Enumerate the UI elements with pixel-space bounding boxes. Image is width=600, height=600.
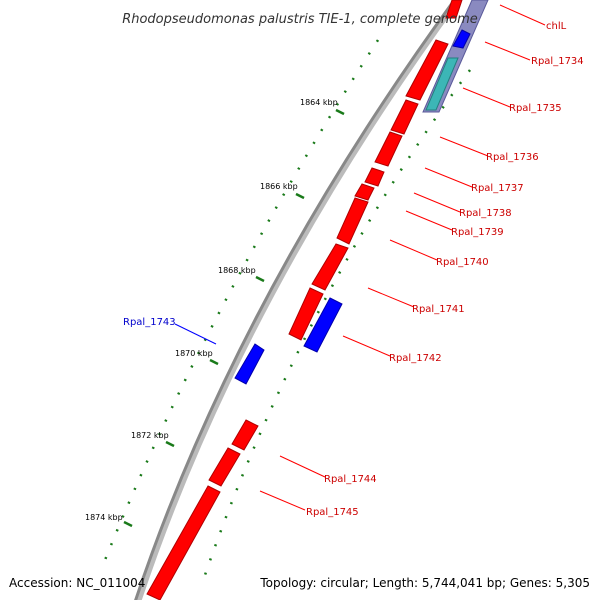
gene-arrow-chl-l — [445, 0, 463, 19]
topology-text: Topology: circular; Length: 5,744,041 bp… — [259, 576, 590, 590]
gene-arrow-rpal-1742 — [303, 297, 343, 353]
gene-arrow-rpal-1737 — [374, 131, 403, 167]
gene-label-rpal-1745: Rpal_1745 — [306, 507, 359, 518]
gene-arrow-rpal-1738 — [364, 167, 385, 187]
tick-mark-1868 — [255, 275, 265, 283]
gene-label-rpal-1738: Rpal_1738 — [459, 208, 512, 219]
gene-label-rpal-1739: Rpal_1739 — [451, 227, 504, 238]
tick-label-1866: 1866 kbp — [260, 182, 298, 191]
tick-label-1874: 1874 kbp — [85, 513, 123, 522]
gene-label-rpal-1741: Rpal_1741 — [412, 304, 465, 315]
outer-dotted-guide — [103, 39, 380, 561]
forward-gene-arrows — [146, 0, 463, 600]
gene-arrow-rpal-1743 — [234, 343, 265, 385]
tick-mark-1866 — [295, 192, 305, 200]
gene-arrow-rpal-1744-upper — [231, 419, 259, 451]
leader-rpal-1737 — [424, 167, 473, 188]
gene-arrow-rpal-1744 — [208, 447, 241, 487]
leader-rpal-1740 — [389, 239, 438, 261]
gene-arrow-rpal-1735 — [405, 39, 449, 101]
gene-label-chl-l: chlL — [546, 21, 567, 32]
tick-mark-1874 — [123, 520, 133, 528]
leader-rpal-1736 — [439, 136, 489, 157]
leader-rpal-1741 — [367, 287, 415, 308]
leader-rpal-1743 — [174, 323, 217, 345]
gene-arrow-rpal-1739 — [354, 183, 375, 201]
tick-label-1870: 1870 kbp — [175, 349, 213, 358]
gene-label-rpal-1743: Rpal_1743 — [123, 317, 176, 328]
gene-arrow-rpal-1741-upper — [311, 243, 349, 291]
leader-rpal-1739 — [405, 210, 453, 231]
tick-label-1872: 1872 kbp — [131, 431, 169, 440]
gene-labels: chlL Rpal_1734 Rpal_1735 Rpal_1736 Rpal_… — [306, 21, 584, 518]
leader-rpal-1745 — [259, 490, 306, 511]
genome-backbone-shadow — [135, 0, 462, 600]
gene-label-rpal-1734: Rpal_1734 — [531, 56, 584, 67]
gene-label-rpal-1735: Rpal_1735 — [509, 103, 562, 114]
gene-arrow-rpal-1745 — [146, 485, 221, 600]
tick-label-1864: 1864 kbp — [300, 98, 338, 107]
gene-label-rpal-1740: Rpal_1740 — [436, 257, 489, 268]
leader-rpal-1735 — [462, 87, 511, 108]
gene-arrow-rpal-1740 — [336, 197, 369, 245]
gene-label-rpal-1736: Rpal_1736 — [486, 152, 539, 163]
gene-label-rpal-1737: Rpal_1737 — [471, 183, 524, 194]
gene-label-rpal-1742: Rpal_1742 — [389, 353, 442, 364]
teal-feature — [425, 57, 459, 111]
leader-rpal-1742 — [342, 335, 391, 357]
tick-label-1868: 1868 kbp — [218, 266, 256, 275]
gene-leader-lines — [259, 4, 546, 511]
leader-rpal-1734 — [484, 41, 531, 61]
gene-label-rpal-1744: Rpal_1744 — [324, 474, 377, 485]
gene-arrow-rpal-1736 — [390, 99, 419, 135]
inner-dotted-guide — [203, 69, 472, 576]
gene-arrow-rpal-1734 — [452, 29, 471, 49]
leader-rpal-1744 — [279, 455, 326, 478]
accession-text: Accession: NC_011004 — [9, 576, 145, 590]
tick-mark-1872 — [165, 440, 175, 448]
leader-chl-l — [499, 4, 546, 26]
tick-marks — [123, 108, 345, 528]
leader-rpal-1738 — [413, 192, 461, 213]
genome-title: Rhodopseudomonas palustris TIE-1, comple… — [122, 12, 478, 27]
gene-arrow-rpal-1741 — [288, 287, 324, 341]
genome-backbone — [134, 0, 457, 600]
tick-mark-1870 — [209, 358, 219, 366]
tick-mark-1864 — [335, 108, 345, 116]
